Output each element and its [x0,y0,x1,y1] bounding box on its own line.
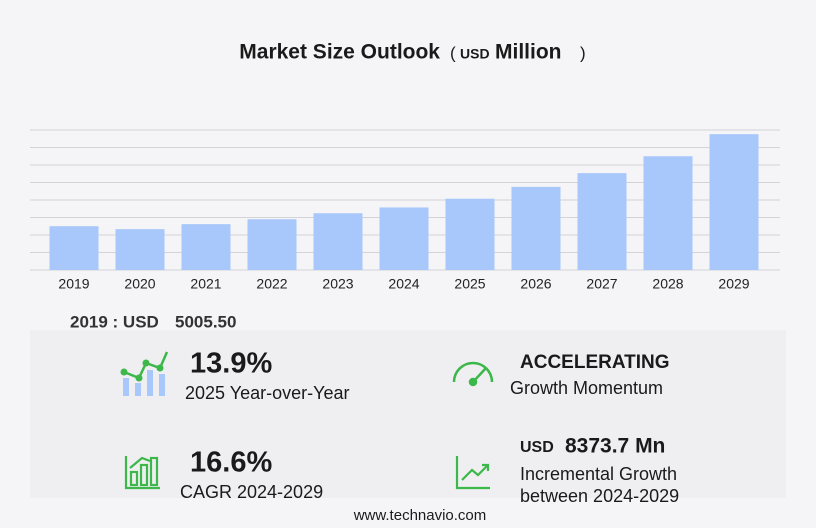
bar [643,156,693,270]
increment-icon [455,456,490,490]
x-tick-label: 2023 [322,276,353,292]
x-tick-label: 2022 [256,276,287,292]
x-tick-label: 2028 [652,276,683,292]
momentum-value: ACCELERATING [520,352,670,373]
yoy-value: 13.9% [190,348,272,380]
x-tick-label: 2026 [520,276,551,292]
yoy-icon [120,351,169,396]
x-tick-label: 2027 [586,276,617,292]
bar [709,134,759,270]
bar [379,207,429,270]
increment-currency: USD [520,439,554,456]
unit: Million [495,41,562,64]
bar [181,224,231,270]
base-label: 2019 : USD [70,312,159,331]
momentum-icon [452,361,494,387]
base-value: 5005.50 [175,312,236,331]
x-tick-label: 2021 [190,276,221,292]
unit-open: ( [450,43,456,62]
x-tick-label: 2025 [454,276,485,292]
unit-currency: USD [460,46,490,62]
cagr-value: 16.6% [190,447,272,479]
bar [313,213,363,270]
increment-value: 8373.7 Mn [565,435,665,458]
bar [445,198,495,270]
x-tick-label: 2019 [58,276,89,292]
increment-label: Incremental Growth [520,464,677,484]
momentum-label: Growth Momentum [510,378,663,398]
x-tick-label: 2029 [718,276,749,292]
x-tick-label: 2020 [124,276,155,292]
cagr-icon [124,456,160,490]
x-tick-label: 2024 [388,276,419,292]
bar [49,226,99,270]
yoy-label: 2025 Year-over-Year [185,383,349,403]
bar [247,219,297,270]
cagr-label: CAGR 2024-2029 [180,482,323,502]
bar [577,173,627,270]
bar [511,186,561,270]
bar [115,229,165,270]
unit-close: ) [580,43,586,62]
increment-label: between 2024-2029 [520,486,679,506]
footer: www.technavio.com [353,507,487,524]
chart-title: Market Size Outlook [239,41,440,64]
